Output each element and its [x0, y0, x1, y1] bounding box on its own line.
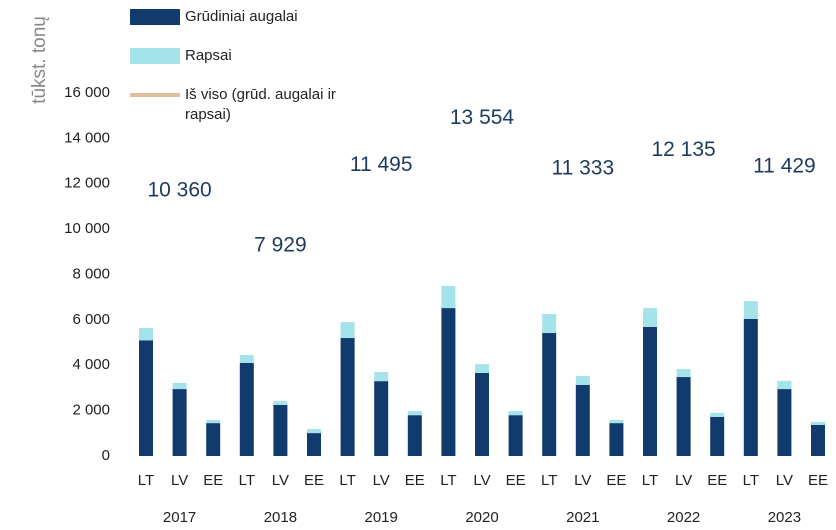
x-tick-label: LT [138, 472, 154, 489]
bar [206, 419, 221, 424]
y-axis-label: tūkst. tonų [29, 16, 50, 104]
bar [508, 411, 523, 416]
x-tick-label: LT [642, 472, 658, 489]
bar [777, 389, 792, 456]
bar [441, 308, 456, 456]
x-tick-label: LT [440, 472, 456, 489]
bar [542, 313, 557, 334]
x-tick-label: LT [239, 472, 255, 489]
x-tick-label: EE [808, 472, 828, 489]
bar [643, 308, 657, 327]
bar [307, 429, 321, 434]
data-label: 11 495 [350, 153, 413, 176]
bar [239, 355, 254, 363]
bar [273, 404, 288, 456]
x-group-label: 2022 [667, 509, 700, 526]
x-group-label: 2017 [163, 509, 196, 526]
y-tick-label: 6 000 [72, 311, 110, 328]
data-label: 13 554 [450, 106, 515, 129]
x-tick-label: LV [675, 472, 692, 489]
x-tick-label: LV [171, 472, 188, 489]
x-group-label: 2023 [768, 509, 801, 526]
x-tick-label: LT [541, 472, 557, 489]
bar [340, 338, 355, 456]
x-tick-label: EE [606, 472, 626, 489]
bar [508, 415, 523, 456]
bar [743, 301, 758, 319]
data-label: 7 929 [254, 234, 307, 257]
bar [407, 415, 422, 456]
bar [441, 286, 456, 309]
legend-swatch [130, 9, 180, 25]
bar [475, 364, 489, 373]
y-tick-label: 10 000 [64, 220, 110, 237]
x-tick-label: LT [743, 472, 759, 489]
bar [811, 424, 825, 456]
bar [374, 372, 389, 382]
bar [777, 380, 792, 390]
data-label: 11 429 [753, 154, 816, 177]
x-tick-label: EE [707, 472, 727, 489]
bar [676, 377, 691, 456]
y-tick-label: 8 000 [72, 265, 110, 282]
x-tick-label: LV [574, 472, 591, 489]
x-group-label: 2020 [465, 509, 498, 526]
bar [643, 326, 657, 456]
bar [172, 382, 187, 390]
y-tick-label: 14 000 [64, 129, 110, 146]
x-tick-label: EE [506, 472, 526, 489]
y-tick-label: 12 000 [64, 175, 110, 192]
legend-swatch [130, 48, 180, 64]
x-tick-label: LV [473, 472, 490, 489]
bar [542, 333, 557, 456]
bar [811, 421, 825, 425]
x-tick-label: LV [373, 472, 390, 489]
bar [239, 362, 254, 456]
bar [710, 416, 725, 456]
bar [575, 384, 590, 456]
data-label: 11 333 [551, 156, 614, 179]
y-tick-label: 4 000 [72, 356, 110, 373]
bar [340, 322, 355, 339]
bar [609, 423, 624, 456]
x-tick-label: EE [203, 472, 223, 489]
x-tick-label: LT [339, 472, 355, 489]
bar [307, 433, 321, 456]
x-tick-label: EE [405, 472, 425, 489]
x-tick-label: EE [304, 472, 324, 489]
bar [710, 412, 725, 417]
bar [172, 389, 187, 456]
legend-label: Grūdiniai augalai [185, 8, 298, 25]
x-group-label: 2021 [566, 509, 599, 526]
data-label: 10 360 [147, 179, 211, 202]
legend-label: Iš viso (grūd. augalai ir rapsai) [185, 86, 336, 123]
bar [475, 372, 489, 456]
bar [676, 369, 691, 378]
bar [743, 318, 758, 456]
x-tick-label: LV [776, 472, 793, 489]
bar [139, 328, 153, 341]
x-group-label: 2018 [264, 509, 297, 526]
x-group-label: 2019 [365, 509, 398, 526]
bar [609, 419, 624, 424]
bar [273, 401, 288, 405]
bar [139, 340, 153, 456]
legend-label: Rapsai [185, 47, 232, 64]
bar [575, 375, 590, 385]
bar [374, 381, 389, 456]
y-tick-label: 2 000 [72, 402, 110, 419]
y-tick-label: 16 000 [64, 84, 110, 101]
data-label: 12 135 [651, 138, 715, 161]
y-tick-label: 0 [102, 447, 110, 464]
x-tick-label: LV [272, 472, 289, 489]
bar [407, 411, 422, 416]
bar [206, 423, 221, 456]
